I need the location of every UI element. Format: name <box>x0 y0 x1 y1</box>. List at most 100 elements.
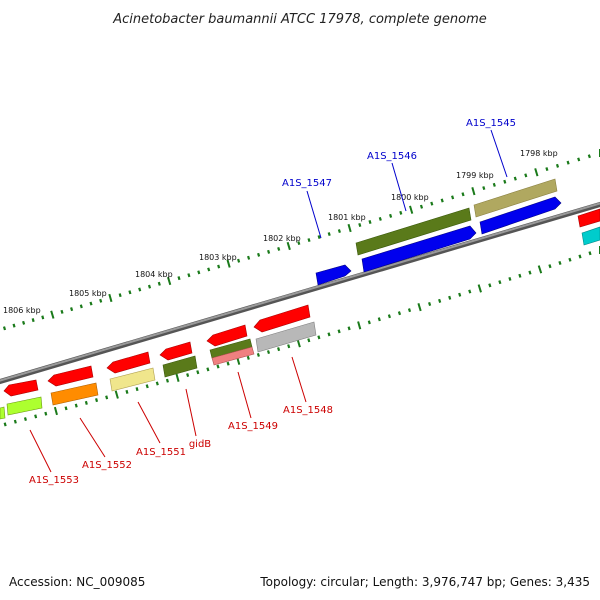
gene-lime-1553[interactable] <box>6 396 43 416</box>
gene-red-1548[interactable] <box>253 304 311 333</box>
gene-label-a1s-1549[interactable]: A1S_1549 <box>228 421 278 432</box>
upper-track-tick <box>587 154 591 159</box>
gene-a1s-1545[interactable] <box>479 196 562 235</box>
lower-track-tick <box>317 335 321 340</box>
tick-label-1803: 1803 kbp <box>199 253 237 262</box>
tick-label-1799: 1799 kbp <box>456 171 494 180</box>
gene-label-a1s-1553[interactable]: A1S_1553 <box>29 475 79 486</box>
lower-track-tick <box>226 361 230 366</box>
gene-orange-1552[interactable] <box>50 382 99 406</box>
upper-track-tick <box>317 235 321 240</box>
upper-track-tick <box>492 182 496 187</box>
gene-a1s-1546[interactable] <box>361 225 477 273</box>
upper-track-tick <box>378 216 382 221</box>
upper-track-tick <box>22 320 26 325</box>
upper-track-tick <box>167 276 172 286</box>
gene-olive-gidb[interactable] <box>162 355 198 378</box>
lower-track-tick <box>84 400 88 405</box>
upper-track-tick <box>534 168 539 177</box>
gene-red-1551[interactable] <box>106 351 151 374</box>
genome-backbone <box>0 201 600 385</box>
lower-track-tick <box>397 311 402 316</box>
genome-backbone-highlight <box>0 202 600 382</box>
gene-gray-1548[interactable] <box>255 321 317 353</box>
upper-track-tick <box>108 293 113 303</box>
upper-track-tick <box>347 223 352 233</box>
gene-red-1549[interactable] <box>206 324 248 347</box>
upper-track-tick <box>217 264 221 269</box>
gene-pink-1549[interactable] <box>211 346 255 366</box>
callout-a1s-1546 <box>391 162 407 212</box>
lower-track-tick <box>206 367 210 372</box>
upper-track-tick <box>99 298 103 303</box>
gene-label-a1s-1551[interactable]: A1S_1551 <box>136 447 186 458</box>
upper-track-tick <box>358 222 362 228</box>
upper-track-tick <box>368 219 372 225</box>
lower-track-tick <box>74 403 78 408</box>
upper-track-tick <box>187 273 191 278</box>
gene-red-1553[interactable] <box>3 379 39 397</box>
lower-track-tick <box>498 280 502 285</box>
upper-track-tick <box>41 315 45 320</box>
tick-label-1806: 1806 kbp <box>3 306 41 315</box>
gene-label-a1s-1547[interactable]: A1S_1547 <box>282 178 332 189</box>
callout-gidb <box>185 388 197 437</box>
upper-track-tick <box>257 252 261 257</box>
lower-track-tick <box>155 381 159 386</box>
tick-label-1802: 1802 kbp <box>263 234 301 243</box>
upper-track-tick <box>237 258 241 263</box>
lower-track-tick <box>125 389 129 394</box>
upper-track-tick <box>503 179 507 184</box>
upper-track-tick <box>545 167 549 172</box>
lower-track-tick <box>588 251 592 256</box>
lower-track-tick <box>528 270 532 275</box>
tick-label-1801: 1801 kbp <box>328 213 366 222</box>
lower-track-tick <box>23 417 27 421</box>
callout-a1s-1547 <box>306 190 322 239</box>
gene-yellow-1551[interactable] <box>109 367 156 392</box>
lower-track-tick <box>337 329 341 334</box>
upper-track-tick <box>389 213 393 218</box>
tick-label-1805: 1805 kbp <box>69 289 107 298</box>
lower-track-tick <box>64 406 68 411</box>
lower-track-tick <box>165 378 169 383</box>
gene-edge-red[interactable] <box>577 208 600 228</box>
gene-olive-1546[interactable] <box>355 207 472 256</box>
lower-track-tick <box>114 390 119 399</box>
upper-track-tick <box>31 318 35 323</box>
gene-red-gidb[interactable] <box>159 341 193 361</box>
upper-track-tick <box>327 232 331 237</box>
upper-track-tick <box>451 195 455 200</box>
upper-track-tick <box>70 307 74 312</box>
gene-label-gidb[interactable]: gidB <box>189 439 211 450</box>
gene-red-1552[interactable] <box>47 365 94 387</box>
upper-track-tick <box>157 281 161 286</box>
gene-edge-lime[interactable] <box>0 406 6 420</box>
lower-track-tick <box>568 257 572 262</box>
gene-label-a1s-1545[interactable]: A1S_1545 <box>466 118 516 129</box>
lower-track-tick <box>34 414 38 419</box>
lower-track-tick <box>347 326 351 331</box>
lower-track-tick <box>287 344 291 349</box>
gene-label-a1s-1548[interactable]: A1S_1548 <box>283 405 333 416</box>
lower-track-tick <box>44 411 48 416</box>
upper-track-tick <box>440 198 444 203</box>
gene-khaki-1545[interactable] <box>473 178 558 218</box>
lower-track-tick <box>327 332 331 337</box>
lower-track-tick <box>357 321 362 330</box>
gene-label-a1s-1546[interactable]: A1S_1546 <box>367 151 417 162</box>
gene-a1s-1547[interactable] <box>315 264 352 286</box>
gene-edge-cyan[interactable] <box>581 226 600 246</box>
upper-track-tick <box>307 238 311 243</box>
upper-track-tick <box>297 241 301 246</box>
tick-label-1804: 1804 kbp <box>135 270 173 279</box>
gene-label-a1s-1552[interactable]: A1S_1552 <box>82 460 132 471</box>
upper-track-tick <box>399 210 403 215</box>
upper-track-tick <box>267 249 271 254</box>
lower-track-tick <box>387 314 391 319</box>
upper-track-tick <box>60 309 64 314</box>
lower-track-tick <box>95 398 99 403</box>
upper-track-tick <box>177 276 181 281</box>
lower-track-tick <box>216 364 220 369</box>
